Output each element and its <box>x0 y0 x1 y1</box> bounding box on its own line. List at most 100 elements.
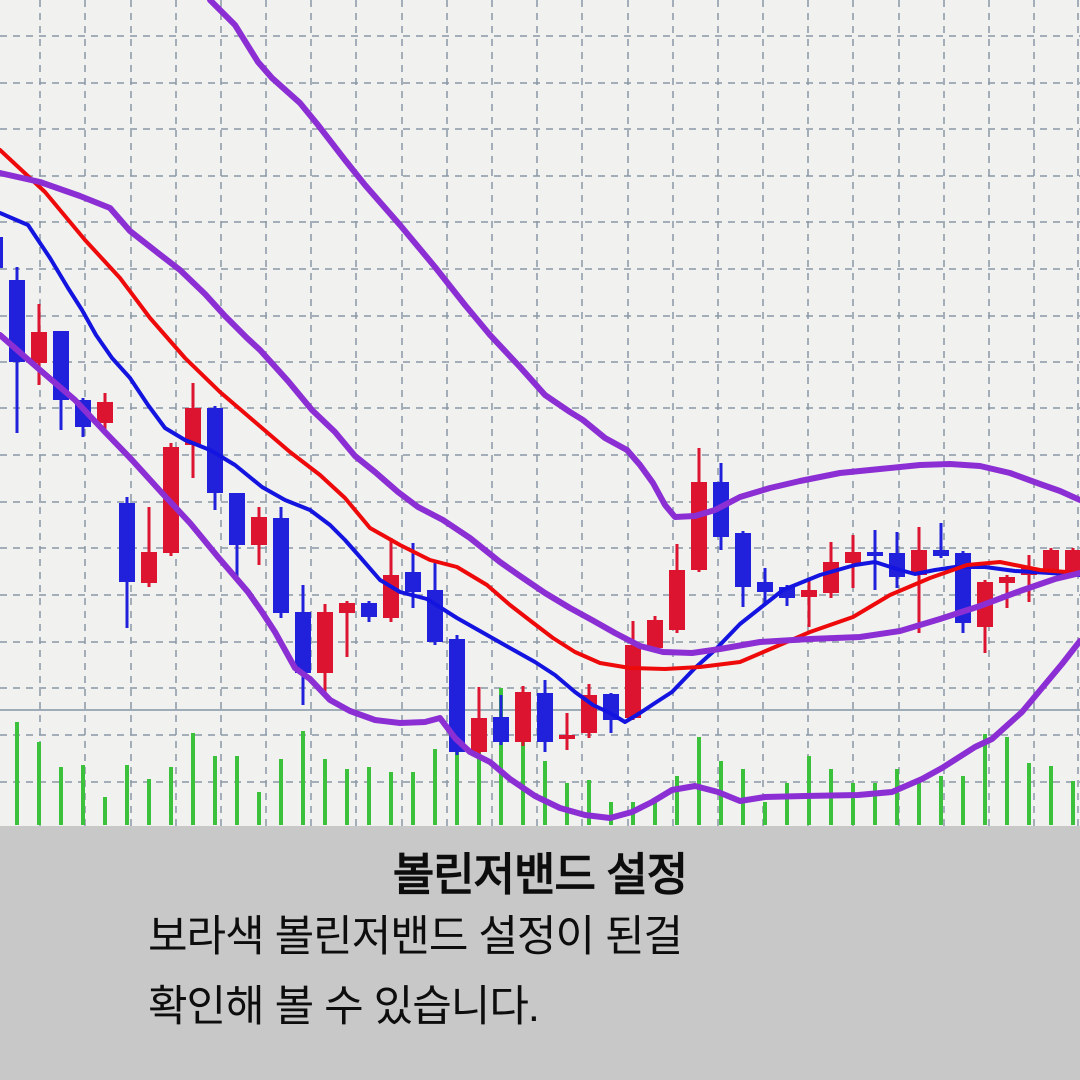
volume-bar <box>1049 766 1053 825</box>
candle-body-up <box>691 482 707 570</box>
volume-bar <box>411 772 415 825</box>
candle-body-down <box>955 553 971 623</box>
candle-body-up <box>339 603 355 613</box>
bollinger-middle-line <box>0 170 1080 656</box>
volume-bar <box>983 734 987 825</box>
candle-body-up <box>999 577 1015 583</box>
candle-body-down <box>273 518 289 613</box>
volume-bar <box>15 722 19 825</box>
volume-layer <box>15 688 1075 825</box>
candle-body-up <box>669 570 685 630</box>
candle-body-up <box>647 620 663 648</box>
candle-body-down <box>757 582 773 592</box>
candle-body-down <box>889 553 905 577</box>
candle-body-down <box>9 280 25 362</box>
volume-bar <box>235 756 239 825</box>
volume-bar <box>653 802 657 825</box>
volume-bar <box>785 783 789 825</box>
candle-body-up <box>97 402 113 423</box>
volume-bar <box>477 718 481 825</box>
volume-bar <box>389 772 393 825</box>
ma-blue-line <box>0 211 1080 724</box>
overlay-lines-layer <box>0 0 1080 821</box>
volume-bar <box>565 783 569 825</box>
volume-bar <box>1005 737 1009 825</box>
volume-bar <box>213 756 217 825</box>
volume-bar <box>499 688 503 825</box>
volume-bar <box>873 783 877 825</box>
candle-body-up <box>559 735 575 739</box>
volume-bar <box>367 767 371 825</box>
candle-body-down <box>493 717 509 742</box>
ma-red-line <box>0 148 1080 671</box>
candle-body-down <box>295 612 311 673</box>
volume-bar <box>455 723 459 825</box>
volume-bar <box>851 783 855 825</box>
candle-body-up <box>625 645 641 718</box>
volume-bar <box>1027 763 1031 825</box>
candle-body-down <box>0 237 3 268</box>
volume-bar <box>81 765 85 825</box>
volume-bar <box>917 779 921 825</box>
volume-bar <box>543 761 547 825</box>
candle-body-down <box>229 493 245 545</box>
bollinger-upper-line <box>207 0 1080 520</box>
caption-line-1: 보라색 볼린저밴드 설정이 된걸 <box>148 913 683 961</box>
volume-bar <box>433 749 437 825</box>
volume-bar <box>37 742 41 825</box>
volume-bar <box>301 731 305 825</box>
volume-bar <box>609 802 613 825</box>
candle-body-up <box>1043 550 1059 573</box>
candle-body-down <box>207 408 223 493</box>
bollinger-lower-line <box>0 332 1080 821</box>
candle-body-up <box>1065 550 1080 573</box>
candle-body-down <box>779 587 795 598</box>
volume-bar <box>961 776 965 825</box>
candle-body-down <box>735 533 751 587</box>
volume-bar <box>521 736 525 825</box>
caption-title: 볼린저밴드 설정 <box>392 849 688 900</box>
volume-bar <box>939 776 943 825</box>
volume-bar <box>697 737 701 825</box>
volume-bar <box>807 756 811 825</box>
candle-body-up <box>31 332 47 363</box>
volume-bar <box>125 765 129 825</box>
volume-bar <box>257 792 261 825</box>
volume-bar <box>763 802 767 825</box>
volume-bar <box>1071 781 1075 825</box>
candle-body-down <box>449 639 465 752</box>
volume-bar <box>279 759 283 825</box>
volume-bar <box>103 797 107 825</box>
candle-body-up <box>251 517 267 545</box>
chart-canvas <box>0 0 1080 826</box>
candle-body-up <box>471 718 487 752</box>
candle-body-up <box>801 590 817 597</box>
candle-body-down <box>427 590 443 642</box>
volume-bar <box>675 776 679 825</box>
candle-body-up <box>911 550 927 575</box>
volume-bar <box>323 759 327 825</box>
candle-body-down <box>867 552 883 556</box>
candle-body-up <box>141 552 157 583</box>
volume-bar <box>147 779 151 825</box>
candle-body-up <box>823 562 839 593</box>
volume-bar <box>59 767 63 825</box>
volume-bar <box>741 769 745 825</box>
candle-body-up <box>845 552 861 563</box>
candle-body-down <box>119 503 135 582</box>
candle-body-up <box>515 692 531 742</box>
volume-bar <box>895 769 899 825</box>
volume-bar <box>169 767 173 825</box>
candle-body-down <box>361 603 377 617</box>
candle-body-up <box>317 612 333 673</box>
candlestick-chart-pane <box>0 0 1080 826</box>
caption-panel: 볼린저밴드 설정 보라색 볼린저밴드 설정이 된걸 확인해 볼 수 있습니다. <box>0 826 1080 1080</box>
volume-bar <box>191 733 195 825</box>
volume-bar <box>587 780 591 825</box>
volume-bar <box>345 769 349 825</box>
candle-body-down <box>405 572 421 592</box>
caption-line-2: 확인해 볼 수 있습니다. <box>148 983 540 1031</box>
candle-body-down <box>537 693 553 742</box>
candle-body-down <box>933 550 949 556</box>
